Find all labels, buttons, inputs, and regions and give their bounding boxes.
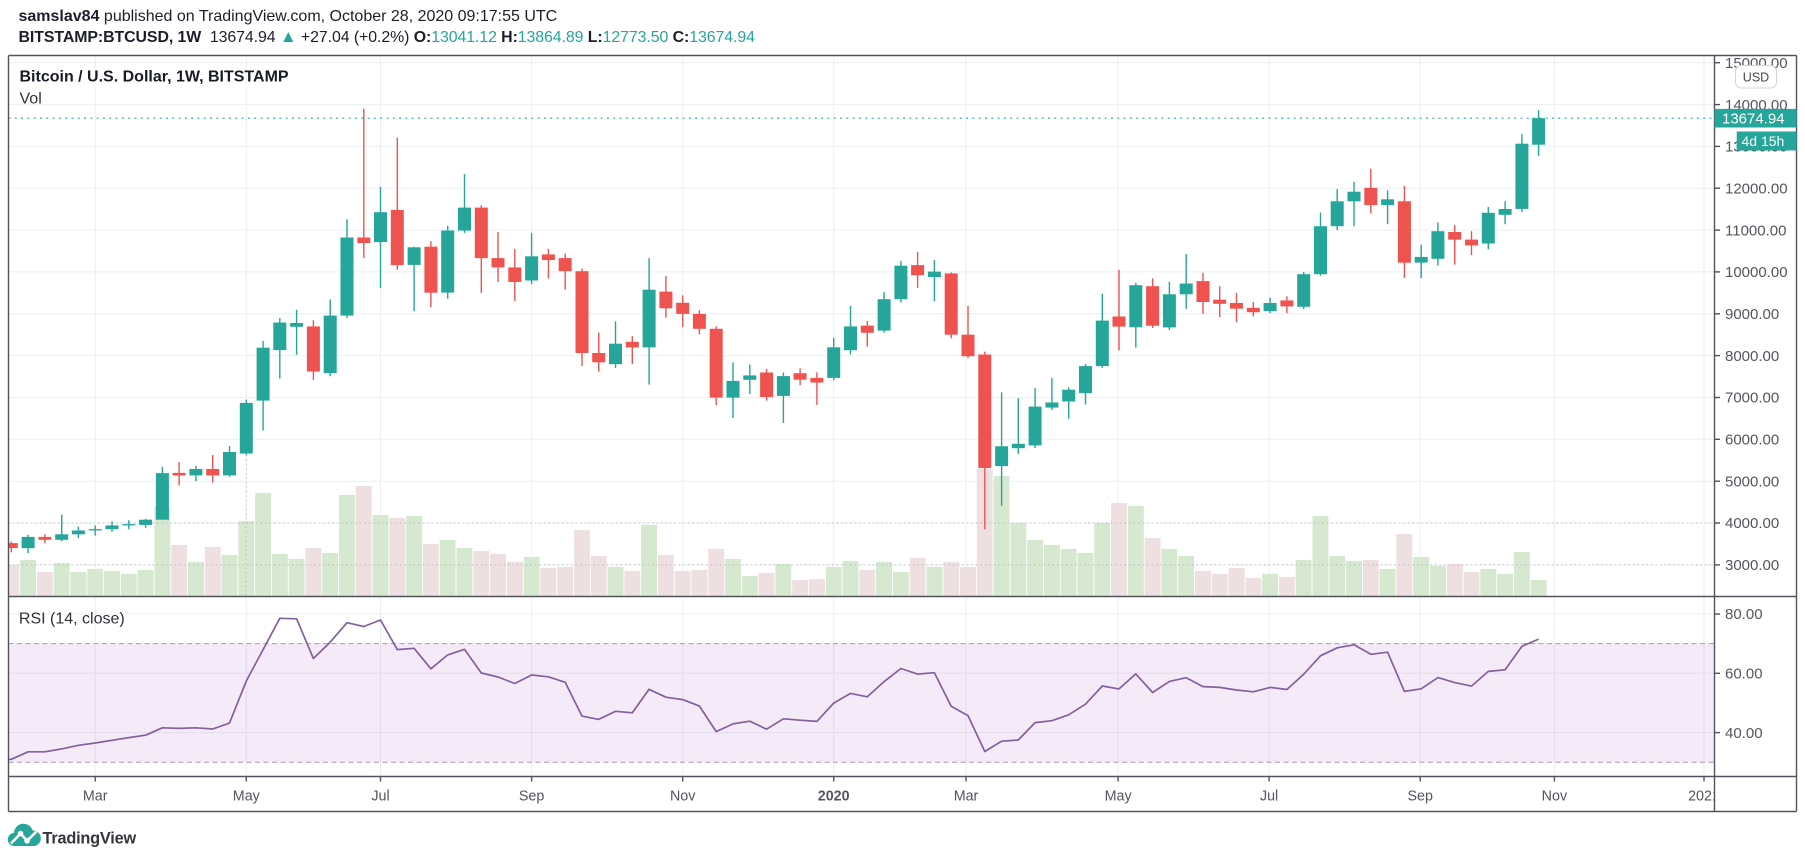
svg-text:12000.00: 12000.00 <box>1725 180 1788 197</box>
svg-text:13674.94: 13674.94 <box>1722 111 1785 128</box>
svg-text:6000.00: 6000.00 <box>1725 432 1779 449</box>
svg-text:60.00: 60.00 <box>1725 666 1763 683</box>
svg-text:Nov: Nov <box>670 789 696 805</box>
svg-text:Mar: Mar <box>83 789 108 805</box>
svg-text:RSI (14, close): RSI (14, close) <box>19 610 125 627</box>
svg-text:11000.00: 11000.00 <box>1725 222 1786 239</box>
svg-text:Sep: Sep <box>1407 789 1432 805</box>
svg-text:7000.00: 7000.00 <box>1725 390 1779 407</box>
svg-text:Vol: Vol <box>20 90 42 107</box>
svg-text:Sep: Sep <box>519 789 544 805</box>
svg-text:Mar: Mar <box>954 789 979 805</box>
svg-text:4000.00: 4000.00 <box>1725 515 1779 532</box>
svg-text:May: May <box>233 789 261 805</box>
svg-text:Nov: Nov <box>1542 789 1568 805</box>
svg-text:3000.00: 3000.00 <box>1725 557 1779 574</box>
svg-text:May: May <box>1105 789 1133 805</box>
svg-text:Jul: Jul <box>371 789 389 805</box>
svg-text:Jul: Jul <box>1260 789 1278 805</box>
svg-text:2021: 2021 <box>1688 789 1720 805</box>
svg-text:10000.00: 10000.00 <box>1725 264 1788 281</box>
svg-text:40.00: 40.00 <box>1725 725 1763 742</box>
svg-text:9000.00: 9000.00 <box>1725 306 1779 323</box>
svg-text:USD: USD <box>1743 71 1769 85</box>
svg-text:4d 15h: 4d 15h <box>1742 133 1785 149</box>
svg-text:5000.00: 5000.00 <box>1725 473 1779 490</box>
svg-text:8000.00: 8000.00 <box>1725 348 1779 365</box>
svg-text:TradingView: TradingView <box>43 830 137 848</box>
svg-text:80.00: 80.00 <box>1725 606 1763 623</box>
svg-text:2020: 2020 <box>818 789 850 805</box>
svg-text:Bitcoin / U.S. Dollar, 1W, BIT: Bitcoin / U.S. Dollar, 1W, BITSTAMP <box>20 69 289 86</box>
